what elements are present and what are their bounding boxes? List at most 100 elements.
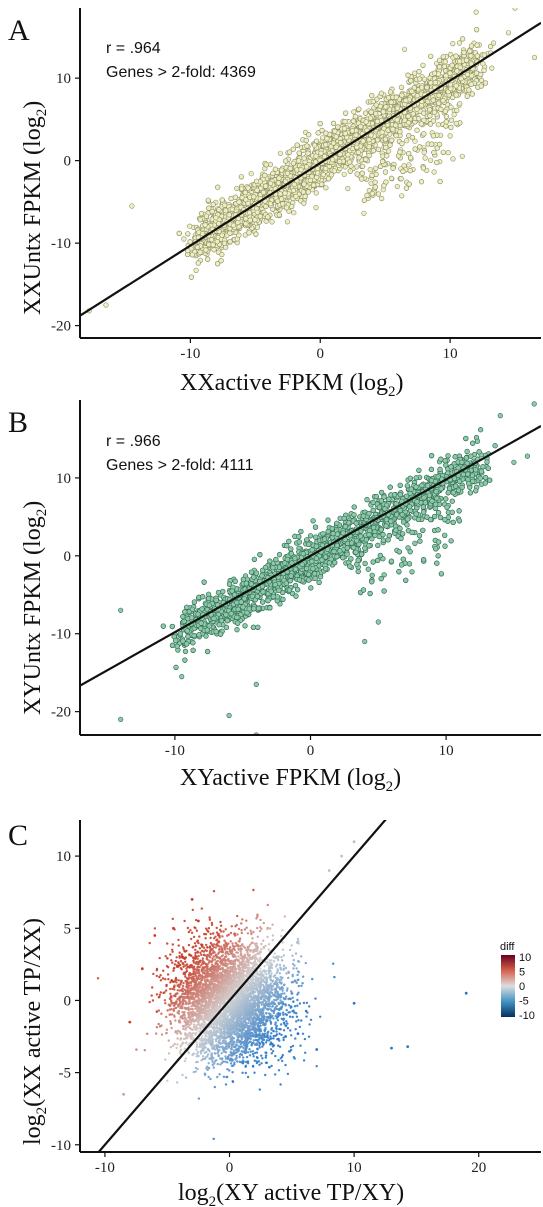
data-point [386, 148, 392, 154]
data-point [434, 145, 440, 151]
data-point [194, 244, 200, 250]
data-point [394, 117, 400, 123]
x-tick-label: 10 [443, 346, 458, 362]
data-point [236, 232, 242, 238]
data-point [350, 118, 357, 124]
data-point [290, 160, 297, 166]
data-point [450, 40, 456, 47]
data-point [227, 239, 233, 245]
data-point [210, 242, 216, 248]
x-ticks: -10 0 10 [180, 338, 458, 362]
data-point [458, 75, 464, 82]
data-point [406, 120, 412, 126]
data-point [482, 80, 489, 86]
data-point [360, 163, 366, 169]
data-point [293, 193, 299, 199]
data-point [283, 178, 289, 185]
data-point [331, 168, 337, 174]
data-point [412, 146, 418, 152]
data-point [243, 216, 249, 222]
data-point [277, 150, 284, 156]
data-point [314, 174, 320, 180]
data-point [409, 88, 415, 94]
data-point [463, 57, 470, 63]
data-point [216, 207, 222, 213]
data-point [421, 76, 428, 82]
data-point [200, 231, 206, 237]
data-point [417, 76, 423, 82]
data-point [454, 107, 460, 113]
data-point [323, 130, 329, 136]
data-point [457, 58, 463, 64]
data-point [197, 249, 203, 255]
data-point [427, 113, 433, 119]
data-point [421, 117, 427, 123]
data-point [414, 93, 420, 99]
data-point [333, 144, 339, 150]
data-point [474, 42, 480, 48]
data-point [443, 73, 449, 79]
data-point [317, 120, 323, 127]
data-point [280, 201, 286, 207]
data-point [219, 251, 225, 258]
data-point [313, 205, 319, 211]
data-point [375, 146, 382, 152]
data-point [369, 92, 375, 99]
data-point [436, 64, 443, 70]
data-point [453, 83, 459, 89]
data-point [360, 138, 366, 144]
data-point [361, 210, 367, 216]
data-point [356, 155, 362, 161]
data-point [301, 155, 307, 161]
data-point [312, 142, 318, 148]
data-point [359, 170, 365, 176]
data-point [398, 176, 404, 182]
outlier-point [531, 54, 538, 61]
data-point [394, 183, 400, 190]
data-point [380, 158, 386, 165]
x-tick-label: 0 [316, 346, 324, 362]
data-point [440, 97, 446, 104]
data-point [402, 117, 408, 123]
data-point [304, 143, 310, 149]
data-point [369, 191, 375, 197]
data-point [418, 102, 425, 109]
data-point [428, 157, 434, 163]
data-point [289, 203, 295, 210]
data-point [342, 131, 348, 137]
data-point [394, 105, 401, 111]
data-point [388, 175, 395, 181]
y-tick-label: -10 [51, 236, 71, 252]
outlier-point [473, 9, 479, 15]
data-point [390, 165, 396, 171]
data-point [284, 170, 291, 176]
data-point [306, 132, 312, 138]
data-point [195, 260, 201, 266]
data-point [393, 122, 399, 128]
data-point [385, 95, 392, 101]
data-point [358, 123, 364, 130]
data-point [354, 171, 360, 177]
data-point [262, 172, 268, 178]
data-point [404, 138, 410, 144]
data-point [480, 61, 486, 67]
data-point [368, 109, 374, 115]
data-point [235, 219, 241, 226]
data-point [363, 110, 369, 116]
data-point [198, 211, 205, 217]
data-point [226, 212, 232, 218]
data-point [216, 220, 222, 227]
data-point [421, 110, 427, 116]
data-point [193, 267, 199, 274]
data-point [454, 68, 460, 74]
data-point [364, 192, 370, 198]
data-point [422, 155, 428, 161]
data-point [434, 159, 440, 166]
data-point [230, 222, 236, 228]
data-point [406, 181, 412, 187]
data-point [441, 63, 448, 69]
data-point [236, 199, 242, 205]
data-point [254, 224, 261, 230]
data-point [459, 153, 465, 159]
